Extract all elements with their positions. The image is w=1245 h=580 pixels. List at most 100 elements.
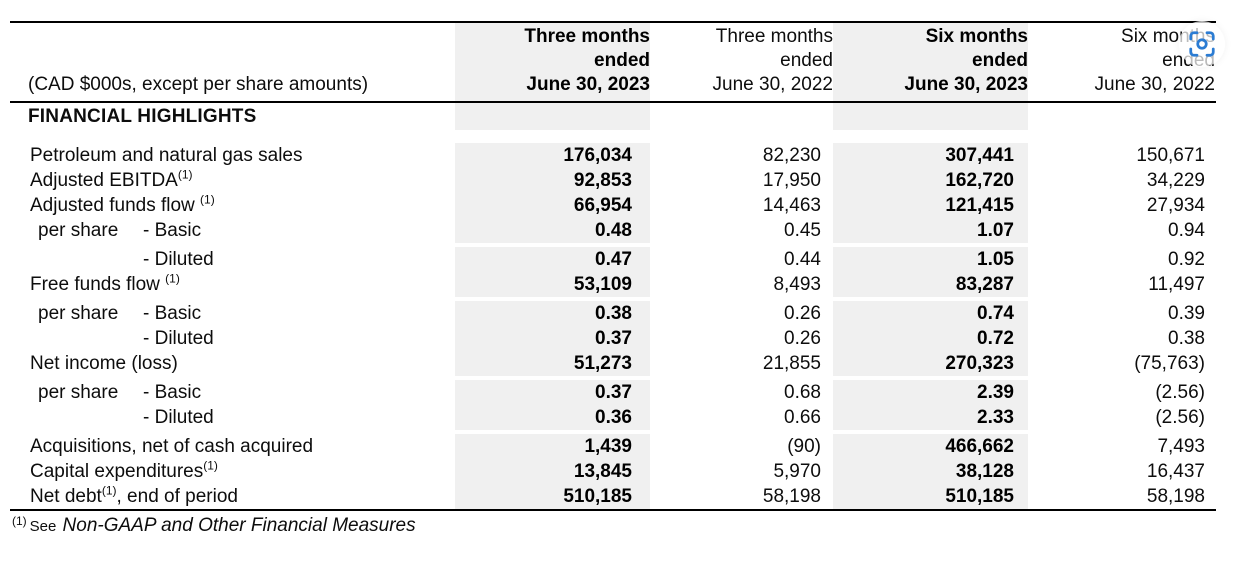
table-row: Net income (loss) 51,273 21,855 270,323 (75,…: [10, 351, 1216, 376]
section-gap: [10, 130, 1216, 143]
cell-value: 1.05: [833, 247, 1028, 272]
cell-value: 0.74: [833, 301, 1028, 326]
row-label: Capital expenditures(1): [30, 458, 218, 482]
cell-value: 5,970: [773, 461, 821, 482]
cell-value: 0.68: [784, 382, 821, 403]
cell-value: 0.37: [455, 380, 650, 405]
cell-value: 38,128: [833, 459, 1028, 484]
table-row: Petroleum and natural gas sales 176,034 82…: [10, 143, 1216, 168]
section-title: FINANCIAL HIGHLIGHTS: [28, 106, 257, 127]
cell-value: 0.45: [784, 220, 821, 241]
cell-value: 0.26: [784, 303, 821, 324]
section-cell-shaded: [833, 103, 1028, 130]
cell-value: 17,950: [762, 170, 821, 191]
cell-value: 8,493: [773, 274, 821, 295]
cell-value: 1.07: [833, 218, 1028, 243]
cell-value: 0.44: [784, 249, 821, 270]
row-gap: [10, 243, 1216, 247]
row-label: - Diluted: [143, 328, 214, 349]
cell-value: 16,437: [1146, 461, 1205, 482]
cell-value: 150,671: [1136, 145, 1205, 166]
footnote-reference: Non-GAAP and Other Financial Measures: [62, 515, 416, 536]
table-row: per share - Basic 0.37 0.68 2.39 (2.56): [10, 380, 1216, 405]
row-label: Net debt(1), end of period: [30, 483, 238, 507]
table-row: Adjusted funds flow (1) 66,954 14,463 121,4…: [10, 193, 1216, 218]
row-gap: [10, 430, 1216, 434]
section-cell-shaded: [455, 103, 650, 130]
cell-value: 0.37: [455, 326, 650, 351]
row-label: Adjusted EBITDA(1): [30, 167, 193, 191]
cell-value: 27,934: [1146, 195, 1205, 216]
cell-value: 11,497: [1148, 274, 1205, 295]
cell-value: 121,415: [833, 193, 1028, 218]
cell-value: 0.72: [833, 326, 1028, 351]
cell-value: (2.56): [1155, 382, 1205, 403]
cell-value: 92,853: [455, 168, 650, 193]
cell-value: 510,185: [833, 484, 1028, 509]
row-label: Net income (loss): [30, 353, 178, 374]
cell-value: 83,287: [833, 272, 1028, 297]
table-row: - Diluted 0.37 0.26 0.72 0.38: [10, 326, 1216, 351]
section-cell: [1028, 103, 1215, 130]
table-bottom-rule: [10, 509, 1216, 511]
section-row: FINANCIAL HIGHLIGHTS: [10, 103, 1216, 130]
column-header-six-months-2023: Six months ended June 30, 2023: [833, 23, 1028, 101]
cell-value: 58,198: [1146, 486, 1205, 507]
cell-value: 0.39: [1168, 303, 1205, 324]
table-row: Free funds flow (1) 53,109 8,493 83,287 11,4…: [10, 272, 1216, 297]
visual-search-icon[interactable]: [1179, 21, 1225, 67]
header-divider-rule: [10, 101, 1216, 103]
cell-value: 82,230: [762, 145, 821, 166]
cell-value: (2.56): [1155, 407, 1205, 428]
table-body: Petroleum and natural gas sales 176,034 82…: [10, 143, 1216, 509]
cell-value: 0.66: [784, 407, 821, 428]
cell-value: 0.36: [455, 405, 650, 430]
cell-value: 13,845: [455, 459, 650, 484]
table-top-rule: [10, 21, 1216, 23]
cell-value: 7,493: [1157, 436, 1205, 457]
table-header-row: (CAD $000s, except per share amounts) Th…: [10, 23, 1216, 101]
cell-value: 51,273: [455, 351, 650, 376]
row-label: - Diluted: [143, 407, 214, 428]
table-row: Capital expenditures(1) 13,845 5,970 38,128…: [10, 459, 1216, 484]
row-label: Adjusted funds flow (1): [30, 192, 215, 216]
cell-value: 58,198: [762, 486, 821, 507]
cell-value: 466,662: [833, 434, 1028, 459]
cell-value: 0.38: [1168, 328, 1205, 349]
cell-value: (90): [787, 436, 821, 457]
table-row: Adjusted EBITDA(1) 92,853 17,950 162,720 34,…: [10, 168, 1216, 193]
row-label: per share - Basic: [38, 220, 202, 241]
footnote-marker: (1): [12, 514, 27, 528]
cell-value: 307,441: [833, 143, 1028, 168]
row-label: Petroleum and natural gas sales: [30, 145, 303, 166]
cell-value: 0.38: [455, 301, 650, 326]
cell-value: (75,763): [1134, 353, 1205, 374]
section-cell: [650, 103, 833, 130]
cell-value: 53,109: [455, 272, 650, 297]
row-label: - Diluted: [143, 249, 214, 270]
cell-value: 66,954: [455, 193, 650, 218]
cell-value: 2.39: [833, 380, 1028, 405]
units-label: (CAD $000s, except per share amounts): [28, 74, 369, 95]
cell-value: 1,439: [455, 434, 650, 459]
financial-highlights-table: (CAD $000s, except per share amounts) Th…: [10, 21, 1216, 537]
cell-value: 21,855: [762, 353, 821, 374]
table-row: Net debt(1), end of period 510,185 58,198 5…: [10, 484, 1216, 509]
row-gap: [10, 376, 1216, 380]
cell-value: 2.33: [833, 405, 1028, 430]
cell-value: 162,720: [833, 168, 1028, 193]
cell-value: 0.48: [455, 218, 650, 243]
cell-value: 14,463: [762, 195, 821, 216]
cell-value: 0.47: [455, 247, 650, 272]
table-row: per share - Basic 0.38 0.26 0.74 0.39: [10, 301, 1216, 326]
table-row: - Diluted 0.36 0.66 2.33 (2.56): [10, 405, 1216, 430]
cell-value: 0.92: [1168, 249, 1205, 270]
row-gap: [10, 297, 1216, 301]
row-label: per share - Basic: [38, 303, 202, 324]
cell-value: 0.26: [784, 328, 821, 349]
table-row: Acquisitions, net of cash acquired 1,439 (…: [10, 434, 1216, 459]
cell-value: 34,229: [1146, 170, 1205, 191]
table-row: - Diluted 0.47 0.44 1.05 0.92: [10, 247, 1216, 272]
footnote: (1) See Non-GAAP and Other Financial Meas…: [10, 515, 1216, 537]
